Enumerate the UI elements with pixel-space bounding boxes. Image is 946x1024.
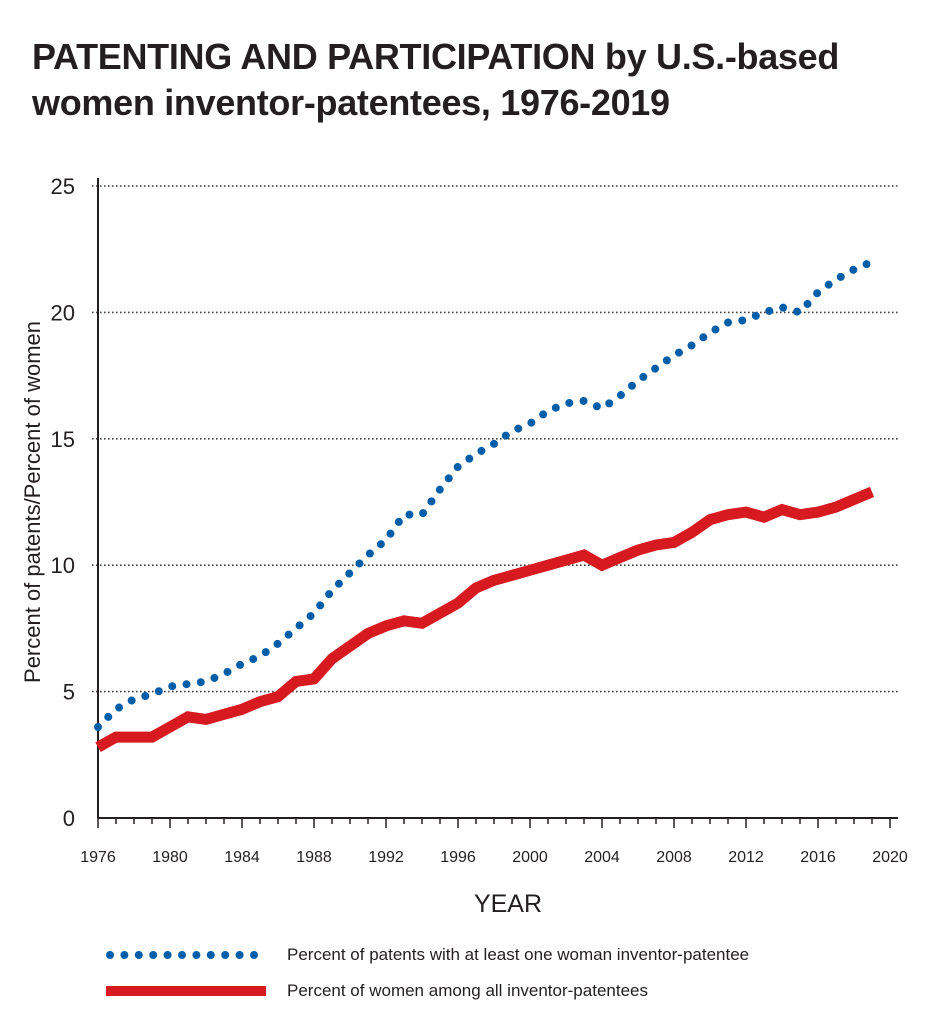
y-tick-label: 15 — [51, 427, 75, 452]
series-line-0 — [98, 262, 872, 727]
x-tick-label: 1976 — [80, 849, 116, 866]
x-tick-label: 1980 — [152, 849, 188, 866]
y-tick-label: 20 — [51, 300, 75, 325]
x-tick-label: 2012 — [728, 849, 764, 866]
x-tick-label: 1996 — [440, 849, 476, 866]
x-tick-label: 2016 — [800, 849, 836, 866]
y-tick-label: 5 — [63, 680, 75, 705]
y-tick-label: 0 — [63, 806, 75, 831]
y-tick-label: 10 — [51, 553, 75, 578]
legend-label-1: Percent of women among all inventor-pate… — [287, 981, 648, 1000]
y-tick-label: 25 — [51, 174, 75, 199]
x-tick-label: 2004 — [584, 849, 620, 866]
x-tick-label: 2000 — [512, 849, 548, 866]
x-tick-label: 1992 — [368, 849, 404, 866]
y-axis-label: Percent of patents/Percent of women — [20, 321, 45, 683]
series-line-1 — [98, 492, 872, 747]
legend: Percent of patents with at least one wom… — [106, 945, 749, 1000]
x-tick-label: 2020 — [872, 849, 908, 866]
x-tick-label: 2008 — [656, 849, 692, 866]
x-tick-label: 1988 — [296, 849, 332, 866]
legend-label-0: Percent of patents with at least one wom… — [287, 945, 749, 964]
x-axis-label: YEAR — [474, 890, 542, 918]
x-tick-label: 1984 — [224, 849, 260, 866]
